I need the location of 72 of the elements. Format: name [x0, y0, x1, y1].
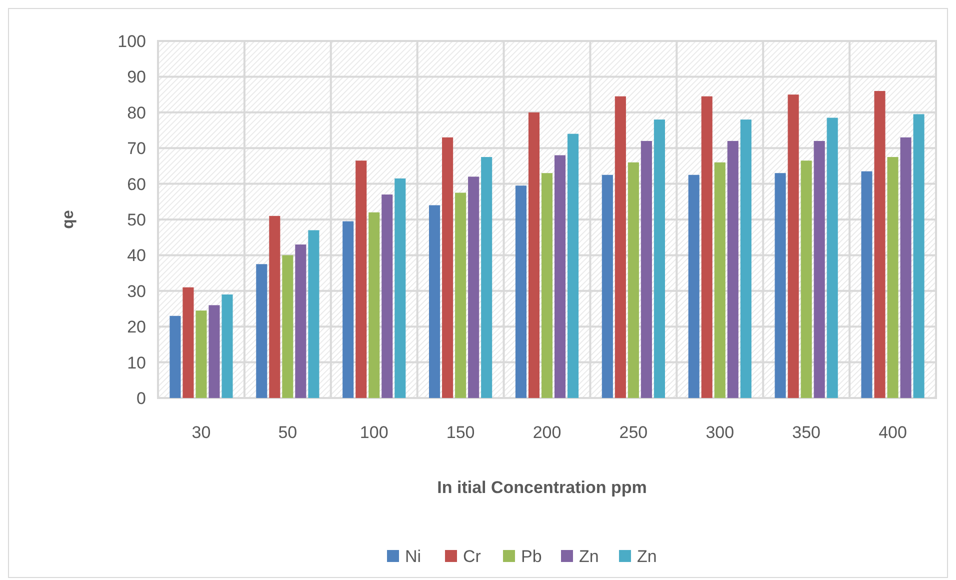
bar — [688, 174, 700, 398]
x-tick-label: 350 — [792, 423, 821, 442]
y-tick-label: 60 — [127, 174, 146, 194]
y-tick-label: 100 — [118, 32, 146, 51]
bar — [455, 192, 466, 398]
bar — [442, 137, 454, 398]
y-tick-label: 40 — [127, 246, 146, 266]
bar — [256, 264, 268, 398]
legend-label: Pb — [521, 546, 542, 566]
bar — [528, 112, 540, 398]
bar — [170, 316, 181, 398]
bar — [481, 157, 492, 398]
bar — [727, 140, 738, 398]
y-tick-label: 30 — [127, 282, 146, 301]
bar — [368, 212, 380, 398]
x-tick-label: 30 — [192, 423, 211, 442]
y-tick-label: 0 — [136, 388, 146, 408]
bar — [654, 120, 665, 398]
y-axis-title: qe — [60, 210, 77, 229]
bar — [826, 118, 838, 398]
bar — [208, 305, 220, 398]
bar — [182, 287, 194, 398]
bar — [900, 137, 912, 398]
y-tick-label: 20 — [127, 318, 146, 337]
bar — [382, 194, 393, 398]
x-axis-title: In itial Concentration ppm — [437, 478, 647, 497]
x-tick-label: 150 — [446, 423, 475, 442]
bar — [282, 255, 294, 398]
bar — [861, 171, 872, 398]
x-tick-label: 300 — [706, 423, 734, 442]
legend-label: Zn — [637, 546, 657, 566]
bar — [468, 176, 480, 398]
y-tick-label: 10 — [127, 353, 146, 372]
bar — [774, 173, 786, 398]
bar — [640, 140, 652, 398]
bar — [814, 140, 825, 398]
x-tick-label: 250 — [619, 423, 648, 442]
bar — [269, 216, 280, 398]
y-tick-label: 70 — [127, 139, 146, 158]
bar — [342, 221, 354, 398]
legend-label: Cr — [463, 546, 482, 566]
bar — [788, 94, 799, 398]
x-tick-label: 50 — [278, 423, 298, 442]
y-tick-label: 90 — [127, 68, 146, 87]
bar — [295, 244, 306, 398]
legend-label: Zn — [579, 546, 599, 566]
bar — [740, 120, 752, 398]
x-tick-label: 200 — [532, 423, 562, 442]
bar — [554, 155, 566, 398]
x-tick-label: 100 — [360, 423, 388, 442]
bar — [628, 162, 639, 398]
bar — [356, 160, 367, 398]
bar — [308, 230, 320, 398]
bar — [614, 96, 626, 398]
bar — [515, 186, 527, 398]
bar — [394, 178, 406, 398]
bar — [429, 205, 440, 398]
bar — [196, 310, 207, 398]
bar — [602, 174, 613, 398]
bar — [874, 90, 886, 398]
bar — [701, 96, 712, 398]
y-tick-label: 80 — [127, 103, 146, 122]
x-tick-label: 400 — [878, 423, 907, 442]
bar — [913, 114, 924, 398]
bar — [800, 160, 812, 398]
y-tick-label: 50 — [127, 210, 146, 230]
bar — [887, 157, 898, 398]
bar — [567, 134, 579, 398]
legend-label: Ni — [405, 546, 422, 566]
bar — [541, 173, 553, 398]
bar — [222, 294, 233, 398]
bar — [714, 162, 726, 398]
